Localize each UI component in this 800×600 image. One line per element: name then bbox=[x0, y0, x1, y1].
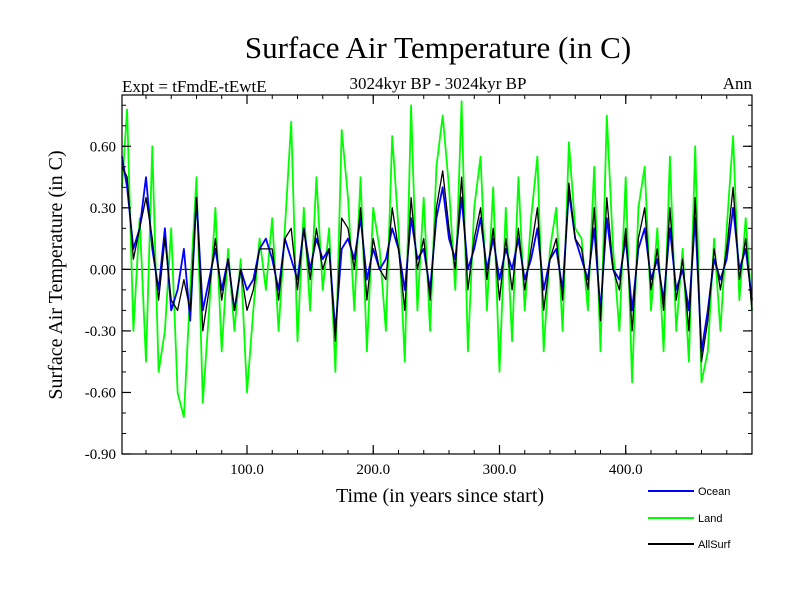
y-tick-label: -0.60 bbox=[85, 385, 116, 401]
x-tick-label: 200.0 bbox=[356, 462, 390, 478]
y-tick-label: -0.90 bbox=[85, 447, 116, 463]
chart-title: Surface Air Temperature (in C) bbox=[245, 30, 631, 65]
experiment-label: Expt = tFmdE-tEwtE bbox=[122, 77, 267, 96]
series-line-allsurf bbox=[121, 166, 753, 363]
ticks-layer: 100.0 200.0 300.0 400.0 -0.90 -0.60 -0.30 0.00 0… bbox=[85, 95, 752, 478]
legend-label-allsurf: AllSurf bbox=[698, 539, 731, 551]
chart-subtitle: 3024kyr BP - 3024kyr BP bbox=[350, 74, 527, 93]
x-tick-label: 100.0 bbox=[230, 462, 264, 478]
x-tick-label: 400.0 bbox=[609, 462, 643, 478]
y-tick-label: 0.30 bbox=[90, 201, 116, 217]
axes-frame bbox=[121, 94, 753, 455]
season-label: Ann bbox=[723, 74, 753, 93]
plot-area: 100.0 200.0 300.0 400.0 -0.90 -0.60 -0.30 0.00 0… bbox=[85, 94, 753, 478]
legend-label-ocean: Ocean bbox=[698, 486, 730, 498]
y-tick-label: 0.60 bbox=[90, 139, 116, 155]
legend-label-land: Land bbox=[698, 513, 722, 525]
x-axis-label: Time (in years since start) bbox=[336, 485, 544, 507]
x-tick-label: 300.0 bbox=[483, 462, 517, 478]
y-tick-label: 0.00 bbox=[90, 262, 116, 278]
series-layer bbox=[121, 100, 753, 419]
y-tick-label: -0.30 bbox=[85, 324, 116, 340]
series-line-land bbox=[121, 100, 753, 419]
legend: Ocean Land AllSurf bbox=[648, 486, 731, 551]
y-axis-label: Surface Air Temperature (in C) bbox=[45, 150, 67, 399]
